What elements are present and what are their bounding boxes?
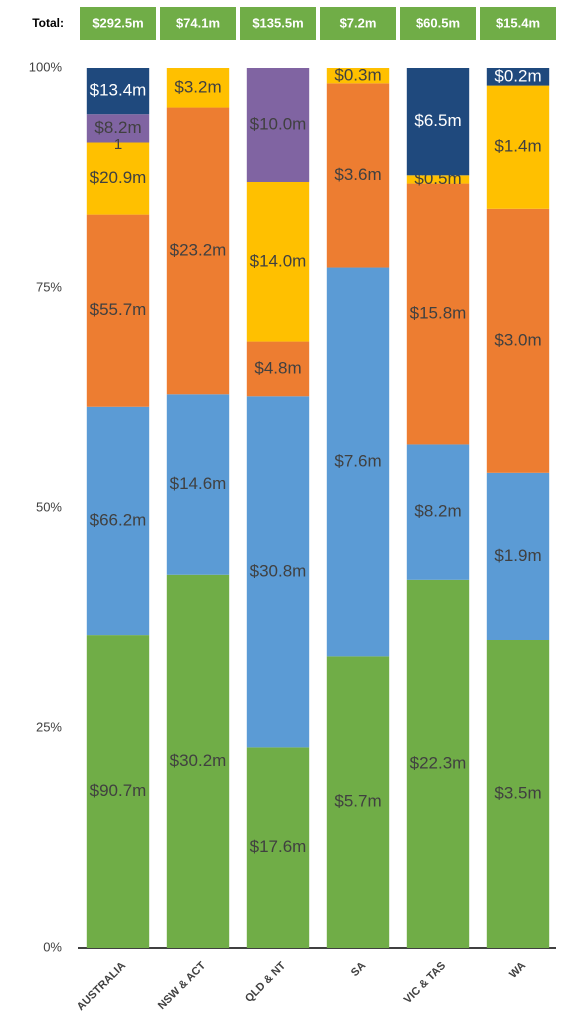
- data-label: $23.2m: [170, 240, 227, 259]
- bar-segment: [486, 68, 550, 86]
- total-label: $7.2m: [340, 15, 377, 30]
- total-box: [320, 7, 396, 40]
- data-label: $1.4m: [494, 137, 541, 156]
- bar-segment: [406, 183, 470, 445]
- y-tick-label: 100%: [29, 59, 63, 74]
- bar-segment: [246, 747, 310, 948]
- bar-segment: [86, 214, 150, 407]
- data-label: $66.2m: [90, 510, 147, 529]
- data-label: $3.5m: [494, 783, 541, 802]
- bar-segment: [86, 635, 150, 948]
- data-label: $14.0m: [250, 251, 307, 270]
- total-label: $292.5m: [92, 15, 143, 30]
- bar-segment: [246, 181, 310, 342]
- bar-segment: [406, 579, 470, 948]
- data-label: $20.9m: [90, 168, 147, 187]
- bar-segment: [86, 142, 150, 215]
- bar-segment: [246, 68, 310, 182]
- bar-segment: [326, 83, 390, 268]
- data-label: $4.8m: [254, 358, 301, 377]
- bar-segment: [486, 208, 550, 473]
- bar-segment: [246, 341, 310, 397]
- totals-label: Total:: [32, 16, 64, 30]
- data-label: $90.7m: [90, 781, 147, 800]
- data-label: $7.6m: [334, 451, 381, 470]
- bar-segment: [486, 640, 550, 948]
- data-label: $3.2m: [174, 77, 221, 96]
- bar-segment: [166, 107, 230, 395]
- bar-segment: [86, 406, 150, 636]
- bar-segment: [166, 68, 230, 108]
- data-label: $1.9m: [494, 546, 541, 565]
- bar-segment: [86, 68, 150, 115]
- total-label: $135.5m: [252, 15, 303, 30]
- data-label: $3.6m: [334, 165, 381, 184]
- total-label: $60.5m: [416, 15, 460, 30]
- data-label: $17.6m: [250, 837, 307, 856]
- x-tick-label: NSW & ACT: [156, 959, 208, 1011]
- bar-segment: [326, 267, 390, 657]
- total-box: [80, 7, 156, 40]
- bar-segment: [326, 68, 390, 84]
- total-box: [160, 7, 236, 40]
- total-label: $15.4m: [496, 15, 540, 30]
- bar-segment: [406, 175, 470, 184]
- data-label: $6.5m: [414, 111, 461, 130]
- x-tick-label: WA: [507, 960, 528, 981]
- x-tick-label: SA: [349, 960, 368, 979]
- annotation: 1: [114, 136, 122, 153]
- total-box: [400, 7, 476, 40]
- bar-segment: [246, 396, 310, 748]
- bar-segment: [486, 85, 550, 209]
- bar-segment: [86, 114, 150, 143]
- data-label: $22.3m: [410, 753, 467, 772]
- data-label: $55.7m: [90, 300, 147, 319]
- y-tick-label: 50%: [36, 499, 62, 514]
- data-label: $15.8m: [410, 303, 467, 322]
- x-tick-label: QLD & NT: [243, 960, 288, 1005]
- y-tick-label: 0%: [43, 939, 62, 954]
- x-tick-label: AUSTRALIA: [75, 960, 128, 1013]
- data-label: $8.2m: [414, 502, 461, 521]
- data-label: $30.8m: [250, 561, 307, 580]
- data-label: $30.2m: [170, 751, 227, 770]
- data-label: $3.0m: [494, 330, 541, 349]
- total-box: [480, 7, 556, 40]
- data-label: $0.3m: [334, 65, 381, 84]
- total-label: $74.1m: [176, 15, 220, 30]
- y-tick-label: 25%: [36, 719, 62, 734]
- bar-segment: [166, 574, 230, 948]
- data-label: $14.6m: [170, 474, 227, 493]
- total-box: [240, 7, 316, 40]
- data-label: $0.2m: [494, 66, 541, 85]
- data-label: $13.4m: [90, 81, 147, 100]
- bar-segment: [406, 68, 470, 176]
- bar-segment: [166, 394, 230, 575]
- y-tick-label: 75%: [36, 279, 62, 294]
- bar-segment: [326, 656, 390, 948]
- data-label: $8.2m: [94, 118, 141, 137]
- data-label: $10.0m: [250, 114, 307, 133]
- bar-segment: [406, 444, 470, 580]
- data-label: $5.7m: [334, 792, 381, 811]
- x-tick-label: VIC & TAS: [402, 960, 448, 1006]
- bar-segment: [486, 472, 550, 640]
